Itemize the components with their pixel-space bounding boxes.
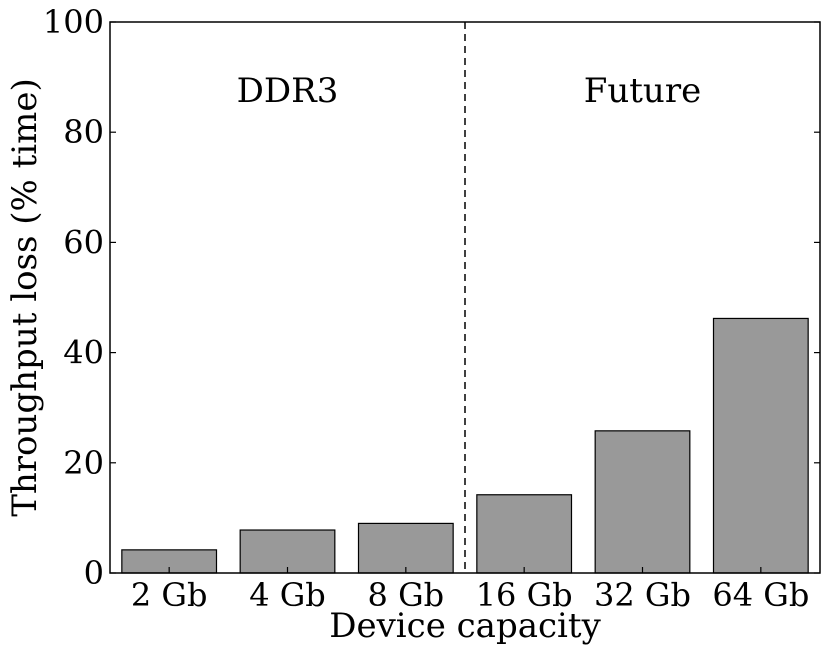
y-tick-label: 20 — [63, 444, 104, 482]
x-axis-label: Device capacity — [329, 606, 601, 646]
x-axis-ticks: 2 Gb 4 Gb 8 Gb 16 Gb 32 Gb 64 Gb — [131, 567, 809, 614]
annotation-future: Future — [584, 71, 701, 111]
x-tick-label: 2 Gb — [131, 576, 208, 614]
x-tick-label: 4 Gb — [249, 576, 326, 614]
y-tick-label: 100 — [43, 3, 104, 41]
y-tick-label: 40 — [63, 334, 104, 372]
y-axis-label: Throughput loss (% time) — [5, 78, 45, 517]
y-tick-label: 60 — [63, 223, 104, 261]
y-axis-ticks: 0 20 40 60 80 100 — [43, 3, 820, 592]
plot-frame — [109, 21, 821, 574]
y-tick-label: 80 — [63, 113, 104, 151]
x-tick-label: 16 Gb — [476, 576, 573, 614]
bar-16-gb — [476, 494, 573, 574]
x-tick-label: 64 Gb — [712, 576, 809, 614]
x-tick-label: 32 Gb — [594, 576, 691, 614]
bar-8-gb — [357, 522, 454, 574]
y-tick-label: 0 — [84, 554, 104, 592]
x-tick-label: 8 Gb — [368, 576, 445, 614]
annotation-ddr3: DDR3 — [237, 71, 339, 111]
bar-4-gb — [239, 529, 336, 574]
bar-32-gb — [594, 430, 691, 574]
bar-64-gb — [712, 317, 809, 574]
bars-group — [121, 317, 809, 574]
